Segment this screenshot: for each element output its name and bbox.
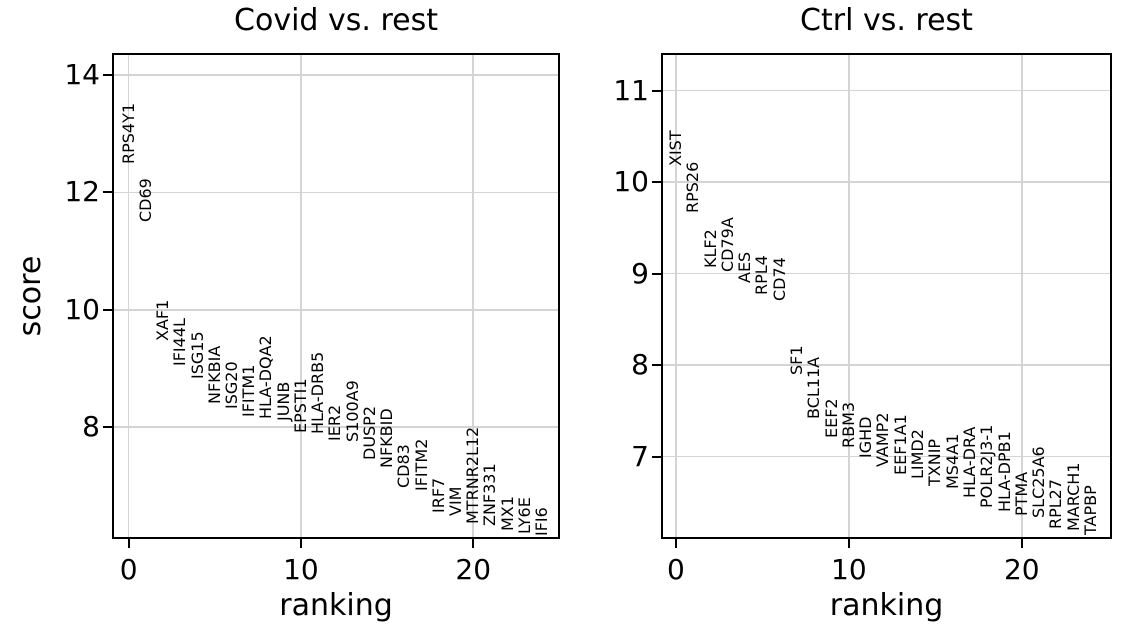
plot-area: 0 10 20 7 8 9 10 11 XIST RPS26 KLF2 CD79A AES RPL4 CD7… [613, 53, 1112, 584]
y-tick-mark [103, 426, 112, 429]
x-tick-mark [674, 539, 677, 548]
gene-label: KLF2 [700, 229, 720, 269]
y-gridline [663, 272, 1110, 275]
gene-label: TAPBP [1080, 485, 1100, 536]
gene-label: SLC25A6 [1029, 446, 1049, 518]
gene-label: RPL4 [752, 254, 772, 295]
panel-title: Covid vs. rest [234, 3, 438, 38]
x-tick-mark [472, 539, 475, 548]
y-tick-mark [103, 73, 112, 76]
gene-label: RPL27 [1046, 478, 1066, 529]
x-gridline [675, 55, 677, 537]
x-tick-mark [847, 539, 850, 548]
x-tick-label: 20 [1003, 553, 1040, 586]
y-gridline [114, 426, 558, 428]
y-tick-mark [652, 89, 661, 92]
gene-label: MARCH1 [1063, 462, 1083, 531]
gene-label: SF1 [787, 345, 806, 376]
x-gridline [127, 55, 130, 537]
gene-label: XIST [665, 130, 685, 166]
gene-label: RBM3 [838, 402, 858, 449]
y-gridline [114, 191, 558, 194]
plot-area: 0 10 20 8 10 12 14 RPS4Y1 CD69 XAF1 IFI44L ISG15 NFK… [64, 53, 560, 584]
gene-label: POLR2J3-1 [977, 424, 997, 508]
gene-label: EEF2 [821, 398, 841, 439]
gene-label: CD79A [717, 216, 737, 272]
x-gridline [472, 55, 474, 537]
x-tick-mark [299, 539, 302, 548]
y-tick-label: 11 [613, 73, 649, 107]
x-tick-label: 0 [667, 553, 685, 586]
y-tick-label: 10 [64, 292, 100, 326]
y-tick-label: 7 [631, 439, 649, 473]
y-tick-mark [652, 181, 661, 184]
x-gridline [1021, 55, 1023, 537]
y-tick-mark [103, 308, 112, 311]
y-gridline [114, 309, 558, 311]
gene-label: HLA-DPB1 [994, 431, 1014, 513]
panel-title: Ctrl vs. rest [800, 3, 973, 38]
y-tick-label: 12 [64, 175, 100, 209]
x-tick-label: 0 [119, 553, 138, 586]
gene-label: TXNIP [925, 438, 945, 486]
y-tick-label: 8 [631, 348, 649, 382]
x-tick-mark [1020, 539, 1023, 548]
gene-label: HLA-DRA [959, 426, 979, 498]
gene-label: RPS26 [683, 161, 703, 214]
x-axis-label: ranking [829, 588, 944, 623]
gene-label: MS4A1 [942, 434, 962, 490]
x-tick-label: 10 [831, 553, 867, 586]
y-gridline [663, 364, 1110, 366]
y-gridline [663, 181, 1110, 183]
y-gridline [114, 74, 558, 76]
gene-label: EEF1A1 [890, 414, 910, 475]
y-gridline [663, 89, 1110, 92]
y-tick-label: 10 [613, 165, 649, 199]
gene-label: PTMA [1011, 471, 1031, 516]
x-axis-label: ranking [279, 588, 393, 623]
x-tick-label: 10 [283, 553, 319, 586]
gene-label: CD74 [769, 257, 789, 302]
x-tick-label: 20 [455, 553, 492, 586]
x-gridline [848, 55, 850, 537]
y-tick-mark [103, 191, 112, 194]
x-tick-mark [127, 539, 130, 548]
y-tick-mark [652, 272, 661, 275]
y-gridline [663, 455, 1110, 458]
y-tick-label: 8 [82, 410, 100, 444]
y-tick-label: 9 [631, 256, 649, 290]
gene-label: IGHD [856, 416, 876, 459]
gene-label: VAMP2 [873, 412, 893, 467]
gene-label: BCL11A [804, 356, 824, 419]
y-tick-mark [652, 455, 661, 458]
gene-label: AES [735, 251, 755, 283]
x-gridline [300, 55, 302, 537]
gene-label: LIMD2 [908, 429, 928, 480]
y-tick-label: 14 [64, 57, 100, 91]
y-tick-mark [652, 364, 661, 367]
